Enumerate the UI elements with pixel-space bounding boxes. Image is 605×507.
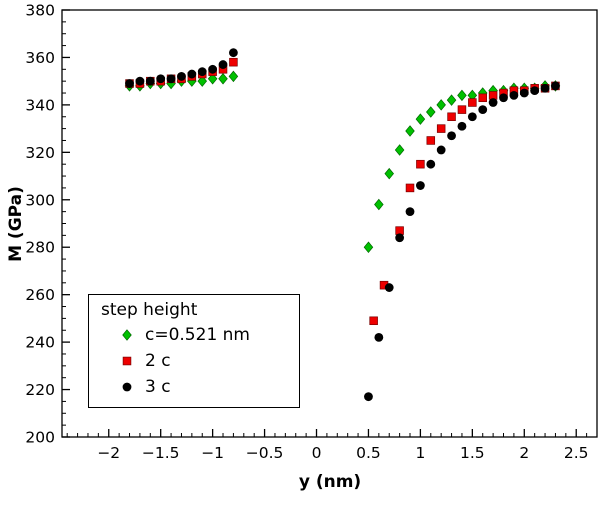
diamond-marker [436, 99, 446, 111]
x-tick-label: 0 [312, 444, 322, 462]
circle-marker [405, 207, 415, 217]
y-axis-ticks: 200 220 240 260 280 300 320 340 360 380 [25, 2, 70, 447]
x-tick-label: 0.5 [356, 444, 381, 462]
y-tick-label: 300 [25, 191, 55, 209]
x-tick-label: 2 [519, 444, 529, 462]
diamond-marker [384, 167, 394, 180]
diamond-marker [446, 94, 457, 106]
circle-marker [436, 145, 446, 155]
circle-marker [530, 86, 540, 96]
circle-marker [426, 159, 436, 169]
x-tick-label: −0.5 [246, 444, 284, 462]
legend-label: 3 c [145, 377, 171, 397]
circle-marker [208, 64, 218, 74]
square-marker [447, 112, 456, 121]
diamond-marker [405, 125, 415, 137]
legend-box: step height c=0.521 nm 2 c 3 c [88, 294, 300, 408]
square-marker [436, 124, 446, 133]
circle-marker [364, 392, 373, 402]
circle-marker [122, 382, 132, 392]
x-tick-label: −1 [201, 444, 224, 462]
circle-marker [229, 48, 238, 58]
circle-marker [218, 60, 228, 69]
diamond-marker [207, 73, 218, 85]
diamond-marker [122, 329, 132, 341]
square-marker [229, 57, 238, 67]
diamond-marker [228, 70, 239, 83]
x-axis-ticks: −2 −1.5 −1 −0.5 0 0.5 1 1.5 2 2.5 [66, 429, 598, 462]
diamond-marker [457, 89, 467, 102]
circle-marker [125, 79, 134, 88]
y-tick-label: 280 [25, 239, 55, 257]
diamond-legend-icon [122, 329, 132, 341]
circle-marker [384, 283, 394, 292]
diamond-marker [394, 144, 405, 156]
legend-title: step height [101, 300, 198, 320]
x-tick-label: 1 [415, 444, 425, 462]
y-tick-label: 240 [25, 334, 55, 352]
y-tick-label: 260 [25, 286, 55, 304]
series-2 [125, 48, 560, 402]
legend-item-2: 3 c [101, 374, 289, 400]
square-marker [478, 93, 487, 103]
circle-marker [488, 98, 498, 107]
y-tick-label: 360 [25, 49, 55, 67]
y-axis-label: M (GPa) [6, 186, 26, 262]
circle-marker [135, 76, 145, 86]
diamond-marker [197, 75, 207, 87]
circle-legend-icon [122, 382, 132, 392]
y-tick-label: 200 [25, 429, 55, 447]
circle-marker [177, 72, 186, 81]
square-marker [369, 316, 378, 326]
x-tick-label: 1.5 [460, 444, 485, 462]
y-tick-label: 380 [25, 2, 55, 20]
square-marker [468, 98, 477, 107]
square-marker [426, 136, 436, 145]
y-tick-label: 320 [25, 144, 55, 162]
circle-marker [145, 76, 155, 86]
circle-marker [519, 88, 529, 98]
circle-marker [499, 93, 508, 103]
circle-marker [457, 121, 467, 131]
legend-item-1: 2 c [101, 348, 289, 374]
legend-items: c=0.521 nm 2 c 3 c [101, 322, 289, 400]
diamond-marker [415, 113, 426, 125]
square-marker [122, 356, 132, 366]
legend-label: c=0.521 nm [145, 325, 250, 345]
circle-marker [467, 112, 477, 122]
square-marker [457, 105, 467, 114]
circle-marker [395, 233, 405, 243]
circle-marker [509, 91, 519, 100]
x-axis-label: y (nm) [298, 472, 362, 492]
circle-marker [374, 332, 384, 342]
legend-label: 2 c [145, 351, 171, 371]
x-tick-label: 2.5 [564, 444, 589, 462]
circle-marker [166, 74, 176, 84]
circle-marker [187, 69, 197, 79]
legend-item-0: c=0.521 nm [101, 322, 289, 348]
x-tick-label: −2 [97, 444, 120, 462]
diamond-marker [218, 73, 228, 85]
diamond-marker [426, 106, 436, 118]
y-tick-label: 340 [25, 96, 55, 114]
square-legend-icon [122, 356, 132, 366]
circle-marker [540, 83, 550, 93]
diamond-marker [374, 198, 384, 211]
y-tick-label: 220 [25, 381, 55, 399]
circle-marker [156, 74, 166, 84]
diamond-marker [363, 241, 374, 253]
series-1 [125, 57, 560, 326]
square-marker [405, 183, 415, 193]
circle-marker [447, 131, 456, 141]
square-marker [416, 159, 425, 169]
circle-marker [551, 81, 560, 91]
x-tick-label: −1.5 [142, 444, 180, 462]
circle-marker [197, 67, 207, 77]
circle-marker [415, 181, 425, 190]
circle-marker [478, 105, 488, 115]
